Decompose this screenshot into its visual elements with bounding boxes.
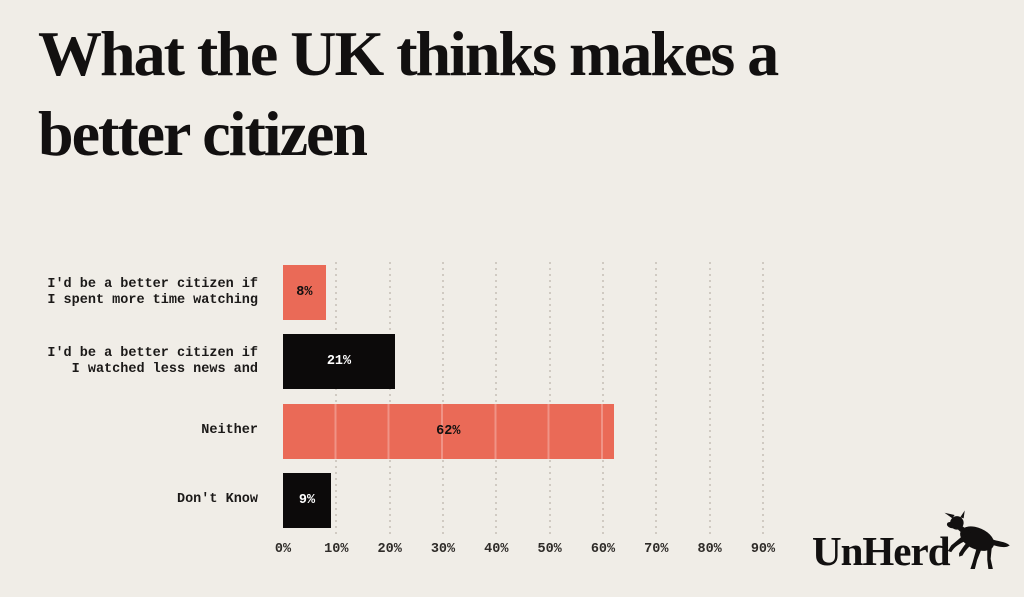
x-axis-tick: 10% <box>324 542 349 557</box>
bar-value-label: 62% <box>436 423 461 439</box>
gridline <box>548 262 551 538</box>
gridline <box>761 262 764 538</box>
x-axis-tick: 0% <box>274 542 292 557</box>
gridline <box>601 262 604 538</box>
bar-3: 62% <box>283 403 614 459</box>
bar-1: 8% <box>283 265 326 320</box>
gridline <box>441 262 444 538</box>
gridline <box>335 262 338 538</box>
x-axis-tick: 80% <box>697 542 722 557</box>
rearing-cow-icon <box>944 510 1010 569</box>
x-axis-tick: 20% <box>377 542 402 557</box>
page-title-line-2: better citizen <box>38 98 368 169</box>
bar-value-label: 8% <box>296 285 313 300</box>
x-axis-tick: 60% <box>590 542 616 557</box>
category-label: I'd be a better citizen if I spent more t… <box>0 265 258 320</box>
category-label: Neither <box>0 404 258 459</box>
page-title-line-1: What the UK thinks makes a <box>38 18 779 89</box>
gridline <box>495 262 498 538</box>
gridline <box>655 262 658 538</box>
gridline <box>708 262 711 538</box>
category-label-line: I spent more time watching <box>47 292 258 308</box>
bar-value-label: 9% <box>298 492 316 508</box>
bar-2: 21% <box>283 334 395 390</box>
unherd-logo-text: UnHerd <box>812 528 950 574</box>
category-label-line: I'd be a better citizen if <box>47 345 258 361</box>
category-label-line: Don't Know <box>176 492 258 508</box>
bar-value-label: 21% <box>326 354 352 370</box>
gridline <box>388 262 391 538</box>
category-label-line: I'd be a better citizen if <box>47 276 258 292</box>
x-axis-tick: 30% <box>430 542 456 557</box>
x-axis-tick: 50% <box>537 542 562 557</box>
unherd-logo: UnHerd <box>808 503 1018 583</box>
category-label-line: Neither <box>201 423 258 439</box>
bar-4: 9% <box>283 472 331 528</box>
category-label: I'd be a better citizen if I watched less… <box>0 334 258 389</box>
page-title: What the UK thinks makes a better citize… <box>38 14 779 174</box>
x-axis-tick: 70% <box>644 542 669 557</box>
category-label: Don't Know <box>0 473 258 528</box>
x-axis-tick: 40% <box>484 542 509 557</box>
x-axis-tick: 90% <box>750 542 776 557</box>
category-label-line: I watched less news and <box>71 361 258 377</box>
